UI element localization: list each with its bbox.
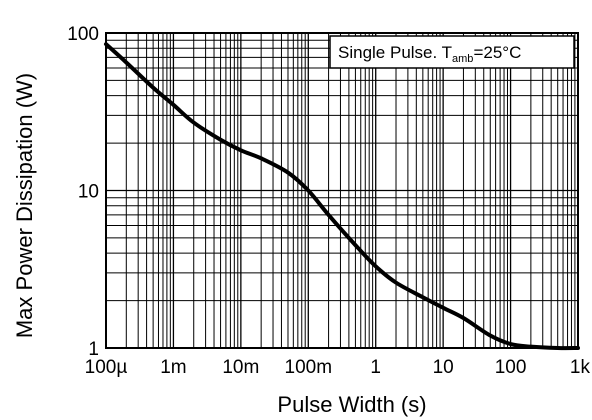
x-tick-label: 10m	[222, 357, 259, 378]
x-tick-label: 100µ	[85, 357, 128, 378]
y-tick-label: 1	[88, 339, 99, 360]
annotation-text: Single Pulse. Tamb=25°C	[338, 43, 521, 65]
annotation-subscript: amb	[452, 53, 473, 65]
annotation-suffix: =25°C	[473, 43, 521, 62]
y-tick-label: 100	[67, 24, 99, 45]
x-tick-label: 1m	[160, 357, 186, 378]
x-tick-labels: 100µ 1m 10m 100m 1 10 100 1k	[85, 357, 591, 378]
x-tick-label: 1	[370, 357, 381, 378]
x-tick-label: 100m	[285, 357, 333, 378]
plot-frame	[105, 32, 579, 349]
grid	[106, 33, 578, 348]
y-tick-label: 10	[78, 182, 99, 203]
data-line	[104, 42, 580, 351]
annotation-main: Single Pulse. T	[338, 43, 452, 62]
y-tick-labels: 1 10 100	[67, 24, 99, 360]
x-tick-label: 10	[433, 357, 454, 378]
x-tick-label: 100	[495, 357, 527, 378]
y-axis-label: Max Power Dissipation (W)	[12, 73, 37, 338]
x-axis-label: Pulse Width (s)	[277, 392, 426, 417]
x-tick-label: 1k	[570, 357, 591, 378]
annotation-box: Single Pulse. Tamb=25°C	[329, 35, 575, 69]
